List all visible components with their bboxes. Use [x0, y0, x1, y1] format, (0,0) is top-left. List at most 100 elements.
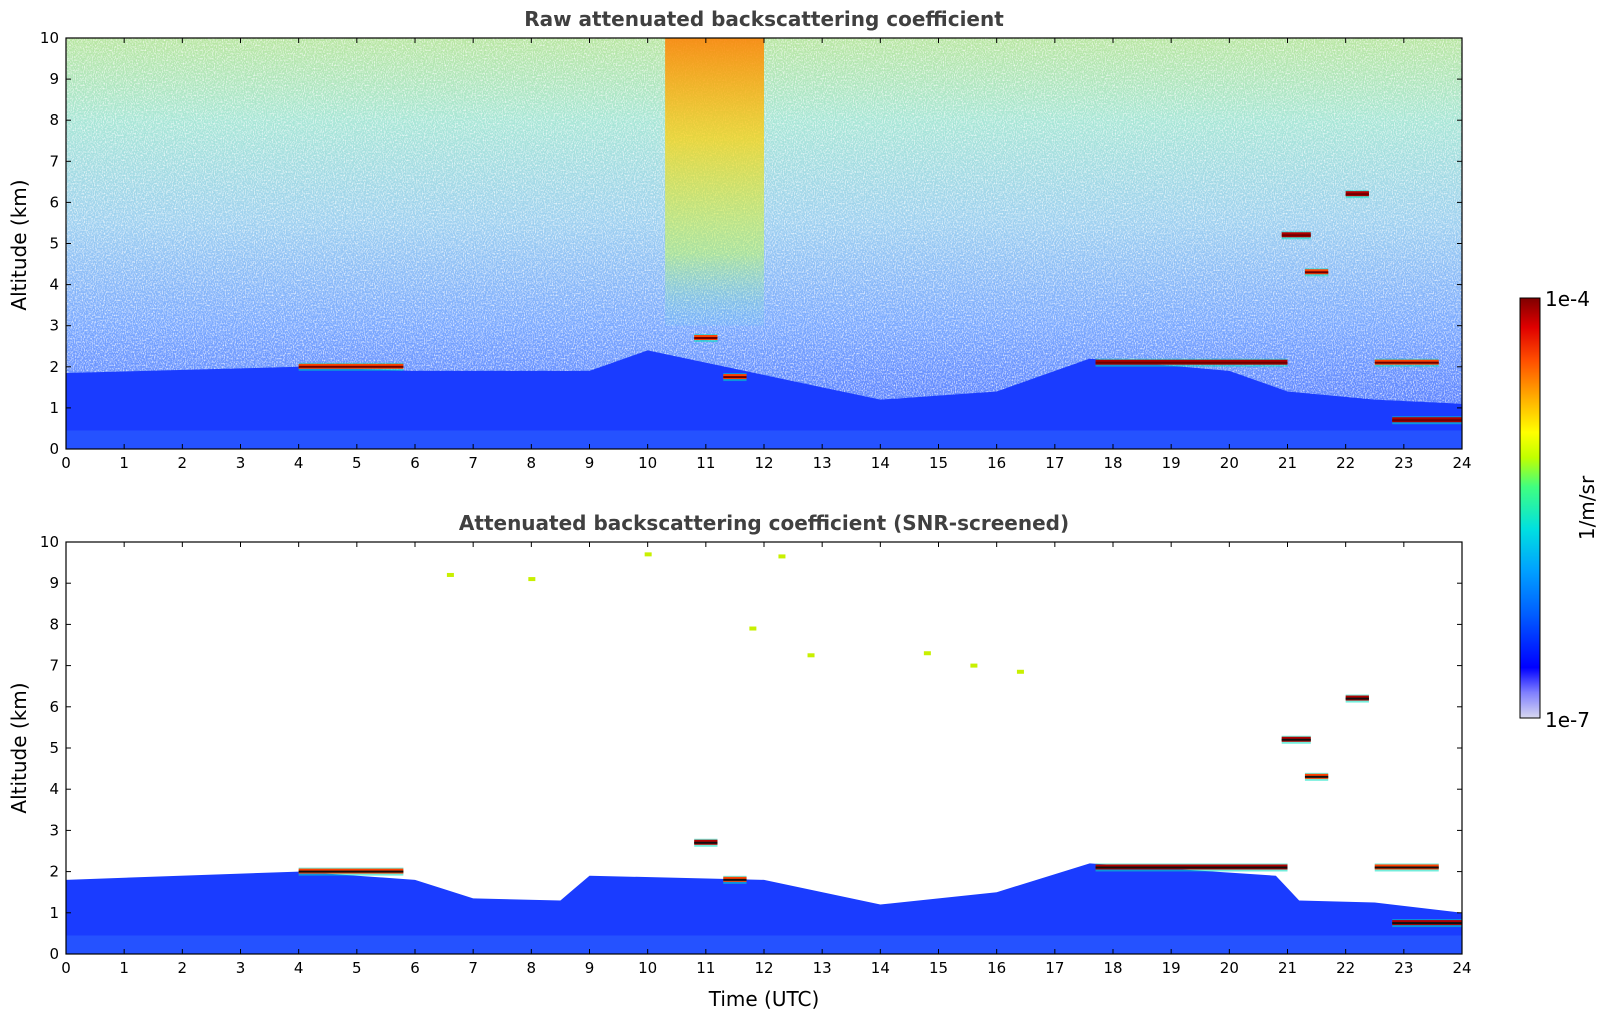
top-x-tick-label: 3 [236, 454, 246, 472]
top-x-tick-label: 7 [468, 454, 478, 472]
bottom-x-tick-label: 14 [871, 959, 890, 977]
scattered-return [970, 663, 978, 668]
scattered-return [923, 651, 931, 656]
top-x-tick-label: 20 [1220, 454, 1239, 472]
bottom-x-tick-label: 23 [1394, 959, 1413, 977]
bottom-y-tick-label: 2 [49, 863, 59, 881]
top-x-tick-label: 16 [987, 454, 1006, 472]
top-y-tick-label: 3 [49, 317, 59, 335]
bottom-x-tick-label: 11 [696, 959, 715, 977]
bottom-chart-title: Attenuated backscattering coefficient (S… [459, 511, 1069, 535]
top-y-tick-label: 5 [49, 235, 59, 253]
top-y-tick-label: 1 [49, 399, 59, 417]
bottom-y-axis-label: Altitude (km) [7, 682, 31, 813]
top-x-tick-label: 18 [1103, 454, 1122, 472]
top-x-axis: 0 1 2 3 4 5 6 7 8 9 10 11 12 13 14 15 16 17 18 19 20 21 22 23 24 [61, 38, 1472, 472]
cloud-core [1392, 419, 1462, 422]
top-x-tick-label: 8 [527, 454, 537, 472]
cloud-core [1345, 697, 1369, 700]
top-x-tick-label: 0 [61, 454, 71, 472]
cloud-core [1281, 234, 1311, 237]
colorbar-min-label: 1e-7 [1545, 708, 1590, 732]
bottom-x-tick-label: 7 [468, 959, 478, 977]
bottom-x-tick-label: 0 [61, 959, 71, 977]
cloud-core [1392, 922, 1462, 925]
boundary-layer [66, 350, 1462, 449]
bottom-x-tick-label: 16 [987, 959, 1006, 977]
top-x-tick-label: 24 [1452, 454, 1471, 472]
top-x-tick-label: 14 [871, 454, 890, 472]
top-y-tick-label: 9 [49, 70, 59, 88]
top-panel: Raw attenuated backscattering coefficien… [7, 7, 1472, 472]
bottom-x-axis-label: Time (UTC) [708, 987, 820, 1011]
bottom-x-tick-label: 15 [929, 959, 948, 977]
top-y-axis: 0 1 2 3 4 5 6 7 8 9 10 [40, 29, 1462, 458]
bottom-y-tick-label: 10 [40, 533, 59, 551]
bottom-x-tick-label: 18 [1103, 959, 1122, 977]
scattered-return [1016, 669, 1024, 674]
cloud-core [723, 878, 747, 881]
bottom-y-tick-label: 5 [49, 739, 59, 757]
top-x-tick-label: 6 [410, 454, 420, 472]
top-y-tick-label: 10 [40, 29, 59, 47]
cloud-core [1095, 866, 1288, 869]
bottom-heatmap [66, 542, 1462, 954]
bottom-x-tick-label: 10 [638, 959, 657, 977]
bottom-x-tick-label: 21 [1278, 959, 1297, 977]
top-x-tick-label: 10 [638, 454, 657, 472]
bottom-x-tick-label: 12 [754, 959, 773, 977]
cloud-core [298, 870, 404, 873]
bottom-x-tick-label: 9 [585, 959, 595, 977]
colorbar: 1e-4 1e-7 1/m/sr [1519, 287, 1599, 732]
top-x-tick-label: 23 [1394, 454, 1413, 472]
top-x-tick-label: 4 [294, 454, 304, 472]
top-y-tick-label: 4 [49, 276, 59, 294]
bottom-y-tick-label: 4 [49, 780, 59, 798]
bottom-panel: Attenuated backscattering coefficient (S… [7, 511, 1472, 1011]
bottom-y-tick-label: 0 [49, 945, 59, 963]
bottom-y-tick-label: 6 [49, 698, 59, 716]
scattered-return [749, 626, 757, 631]
scattered-return [778, 554, 786, 559]
cloud-core [298, 365, 404, 368]
bottom-x-tick-label: 20 [1220, 959, 1239, 977]
bottom-x-tick-label: 3 [236, 959, 246, 977]
top-x-tick-label: 15 [929, 454, 948, 472]
bottom-x-tick-label: 22 [1336, 959, 1355, 977]
bottom-x-tick-label: 13 [813, 959, 832, 977]
bottom-x-tick-label: 5 [352, 959, 362, 977]
top-x-tick-label: 11 [696, 454, 715, 472]
top-y-tick-label: 2 [49, 358, 59, 376]
cloud-core [1304, 775, 1329, 778]
top-y-tick-label: 6 [49, 193, 59, 211]
bottom-y-tick-label: 3 [49, 821, 59, 839]
cloud-core [694, 841, 718, 844]
scattered-return [807, 653, 815, 658]
top-x-tick-label: 22 [1336, 454, 1355, 472]
bottom-y-axis: 0 1 2 3 4 5 6 7 8 9 10 [40, 533, 1462, 963]
top-x-tick-label: 12 [754, 454, 773, 472]
cloud-core [1374, 866, 1439, 869]
top-y-axis-label: Altitude (km) [7, 179, 31, 310]
top-x-tick-label: 1 [119, 454, 129, 472]
cloud-core [1095, 361, 1288, 364]
bottom-y-tick-label: 9 [49, 574, 59, 592]
cloud-core [1345, 193, 1369, 196]
bottom-x-tick-label: 8 [527, 959, 537, 977]
scattered-return [446, 572, 454, 577]
top-x-tick-label: 5 [352, 454, 362, 472]
bottom-x-tick-label: 4 [294, 959, 304, 977]
bottom-x-tick-label: 6 [410, 959, 420, 977]
top-y-tick-label: 0 [49, 440, 59, 458]
top-x-tick-label: 13 [813, 454, 832, 472]
cloud-core [694, 337, 718, 340]
boundary-layer [66, 863, 1462, 954]
top-x-tick-label: 19 [1162, 454, 1181, 472]
colorbar-max-label: 1e-4 [1545, 287, 1590, 311]
bottom-y-tick-label: 1 [49, 904, 59, 922]
cloud-core [1304, 271, 1329, 274]
cloud-core [723, 376, 747, 379]
bottom-x-tick-label: 1 [119, 959, 129, 977]
scattered-return [644, 552, 652, 557]
